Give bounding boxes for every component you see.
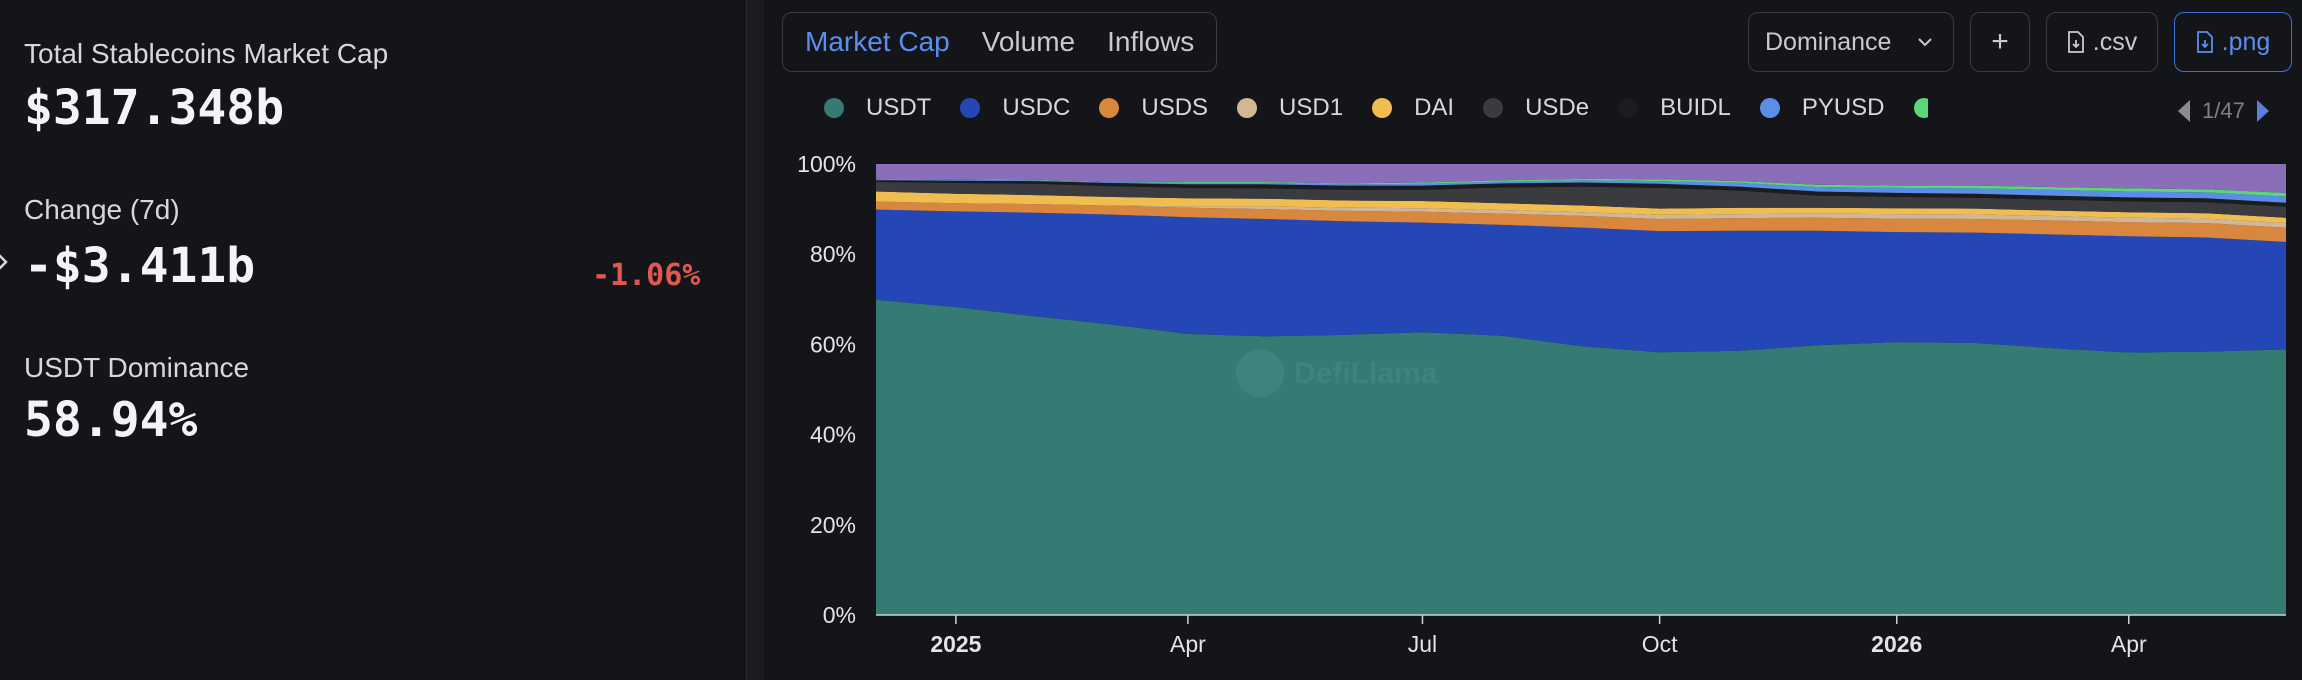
series-area-dai[interactable]: [876, 191, 2286, 224]
add-button[interactable]: +: [1970, 12, 2030, 72]
panel-divider: [746, 0, 764, 680]
legend-item[interactable]: USDS: [1099, 94, 1208, 122]
series-area-usds[interactable]: [876, 201, 2286, 242]
x-tick-label: Apr: [1170, 631, 1206, 657]
legend-pagination: 1/47: [2176, 94, 2271, 128]
legend-label: USDT: [866, 94, 932, 121]
total-market-cap-label: Total Stablecoins Market Cap: [24, 38, 389, 69]
x-tick-label: 2026: [1871, 631, 1922, 657]
legend-item[interactable]: USDe: [1483, 94, 1589, 122]
x-tick-label: 2025: [930, 631, 981, 657]
legend-label: USDC: [1002, 94, 1071, 121]
y-tick-label: 60%: [810, 331, 856, 357]
x-tick-label: Oct: [1642, 631, 1678, 657]
legend-item[interactable]: PYUSD: [1759, 94, 1885, 122]
download-csv-button[interactable]: .csv: [2046, 12, 2158, 72]
legend-item[interactable]: USD1: [1237, 94, 1343, 122]
legend-label: USDS: [1141, 94, 1209, 121]
y-tick-label: 20%: [810, 512, 856, 538]
tab-market-cap[interactable]: Market Cap: [805, 26, 950, 57]
legend-label: BUIDL: [1660, 94, 1731, 121]
watermark-text: DefiLlama: [1294, 357, 1438, 390]
legend-item[interactable]: DAI: [1372, 94, 1454, 122]
legend-color-dot: [1913, 98, 1928, 118]
x-tick-label: Jul: [1408, 631, 1437, 657]
file-download-icon: [2196, 31, 2213, 53]
legend-color-dot: [1237, 98, 1258, 118]
download-png-button[interactable]: .png: [2174, 12, 2292, 72]
chevron-down-icon: [1918, 38, 1932, 47]
legend-item[interactable]: USYC: [1913, 94, 1928, 122]
download-png-label: .png: [2221, 27, 2271, 56]
stats-panel: Total Stablecoins Market Cap $317.348b C…: [0, 0, 746, 680]
y-tick-label: 80%: [810, 241, 856, 267]
series-area-others[interactable]: [876, 164, 2286, 193]
y-tick-label: 40%: [810, 422, 856, 448]
y-tick-label: 0%: [823, 602, 856, 628]
chart-mode-dropdown[interactable]: Dominance: [1748, 12, 1954, 72]
change-7d-label: Change (7d): [24, 194, 180, 225]
legend-color-dot: [1483, 98, 1504, 118]
legend-page-indicator: 1/47: [2202, 98, 2245, 123]
chart-legend: USDTUSDCUSDSUSD1DAIUSDeBUIDLPYUSDUSYCU: [824, 94, 1928, 128]
legend-label: DAI: [1414, 94, 1455, 121]
legend-item[interactable]: USDT: [824, 94, 931, 122]
x-tick-label: Apr: [2111, 631, 2147, 657]
legend-next-icon[interactable]: [2255, 98, 2271, 124]
usdt-dominance-label: USDT Dominance: [24, 352, 250, 383]
legend-color-dot: [824, 98, 844, 118]
defillama-watermark: DefiLlama: [1236, 349, 1438, 397]
tab-inflows[interactable]: Inflows: [1107, 26, 1195, 57]
legend-item[interactable]: BUIDL: [1618, 94, 1731, 122]
dominance-area-chart: 0% 20% 40% 60% 80% 100% 2025 Apr Jul Oct 2026 Apr D…: [797, 151, 2286, 657]
change-7d-percent: -1.06%: [592, 258, 701, 293]
legend-color-dot: [1759, 98, 1780, 118]
legend-item[interactable]: USDC: [960, 94, 1070, 122]
change-7d-value: -$3.411b: [24, 238, 256, 294]
series-area-usd1[interactable]: [876, 201, 2286, 228]
legend-color-dot: [1618, 98, 1639, 118]
series-area-usdc[interactable]: [876, 209, 2286, 353]
series-area-usde[interactable]: [876, 182, 2286, 218]
legend-color-dot: [1372, 98, 1393, 118]
tab-volume[interactable]: Volume: [981, 26, 1076, 57]
legend-color-dot: [1099, 98, 1120, 118]
legend-prev-icon[interactable]: [2176, 98, 2192, 124]
series-area-usdt[interactable]: [876, 299, 2286, 615]
download-csv-label: .csv: [2092, 27, 2138, 56]
legend-label: PYUSD: [1801, 94, 1885, 121]
y-tick-label: 100%: [797, 151, 856, 177]
file-download-icon: [2067, 31, 2084, 53]
metric-tabs: Market Cap Volume Inflows: [782, 12, 1218, 72]
chart-mode-dropdown-label: Dominance: [1765, 27, 1892, 56]
usdt-dominance-value: 58.94%: [24, 392, 198, 448]
chevron-right-icon[interactable]: [0, 250, 12, 274]
legend-color-dot: [960, 98, 981, 118]
series-area-pyusd[interactable]: [876, 179, 2286, 203]
series-area-usyc[interactable]: [876, 178, 2286, 197]
legend-label: USDe: [1525, 94, 1590, 121]
legend-label: USD1: [1279, 94, 1344, 121]
series-area-buidl[interactable]: [876, 180, 2286, 207]
total-market-cap-value: $317.348b: [24, 80, 285, 136]
